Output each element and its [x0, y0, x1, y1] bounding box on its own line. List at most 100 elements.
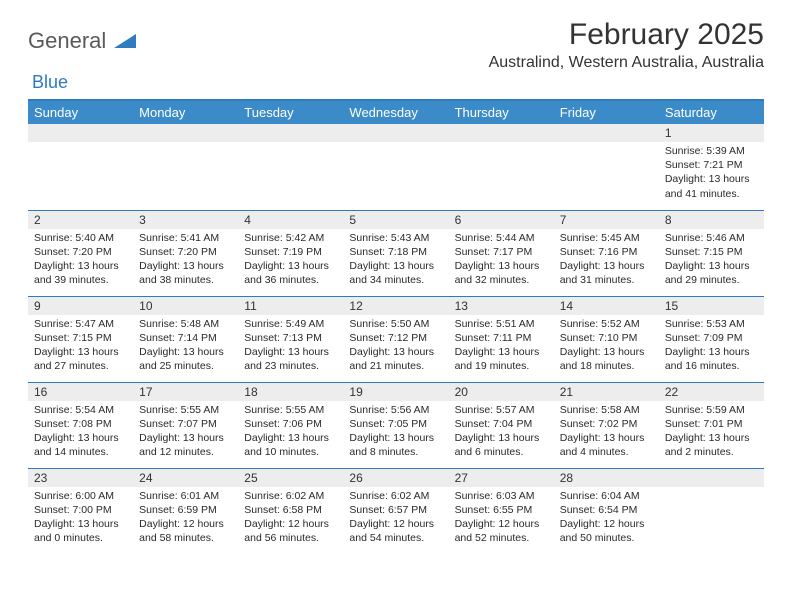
sunset-text: Sunset: 6:58 PM — [244, 503, 337, 517]
daylight-text: Daylight: 13 hours and 10 minutes. — [244, 431, 337, 459]
sunrise-text: Sunrise: 5:55 AM — [244, 403, 337, 417]
daylight-text: Daylight: 13 hours and 12 minutes. — [139, 431, 232, 459]
sunrise-text: Sunrise: 5:43 AM — [349, 231, 442, 245]
sunset-text: Sunset: 7:05 PM — [349, 417, 442, 431]
sunset-text: Sunset: 7:20 PM — [34, 245, 127, 259]
calendar-day-cell: 26Sunrise: 6:02 AMSunset: 6:57 PMDayligh… — [343, 468, 448, 554]
sunset-text: Sunset: 7:06 PM — [244, 417, 337, 431]
daylight-text: Daylight: 13 hours and 29 minutes. — [665, 259, 758, 287]
sunrise-text: Sunrise: 6:02 AM — [244, 489, 337, 503]
day-number: 12 — [343, 297, 448, 315]
daylight-text: Daylight: 13 hours and 25 minutes. — [139, 345, 232, 373]
day-number — [449, 124, 554, 142]
sunrise-text: Sunrise: 5:48 AM — [139, 317, 232, 331]
sunset-text: Sunset: 7:00 PM — [34, 503, 127, 517]
day-details — [133, 142, 238, 148]
day-details: Sunrise: 5:50 AMSunset: 7:12 PMDaylight:… — [343, 315, 448, 378]
day-details: Sunrise: 5:41 AMSunset: 7:20 PMDaylight:… — [133, 229, 238, 292]
calendar-week-row: 1Sunrise: 5:39 AMSunset: 7:21 PMDaylight… — [28, 124, 764, 210]
day-number: 23 — [28, 469, 133, 487]
weekday-header: Saturday — [659, 100, 764, 124]
calendar-day-cell — [554, 124, 659, 210]
sunset-text: Sunset: 6:57 PM — [349, 503, 442, 517]
day-details: Sunrise: 5:52 AMSunset: 7:10 PMDaylight:… — [554, 315, 659, 378]
calendar-day-cell: 14Sunrise: 5:52 AMSunset: 7:10 PMDayligh… — [554, 296, 659, 382]
sunset-text: Sunset: 7:18 PM — [349, 245, 442, 259]
calendar-day-cell: 24Sunrise: 6:01 AMSunset: 6:59 PMDayligh… — [133, 468, 238, 554]
sunset-text: Sunset: 7:09 PM — [665, 331, 758, 345]
day-details — [28, 142, 133, 148]
day-number: 3 — [133, 211, 238, 229]
sunrise-text: Sunrise: 5:49 AM — [244, 317, 337, 331]
calendar-page: General Blue February 2025 Australind, W… — [0, 0, 792, 572]
day-number: 1 — [659, 124, 764, 142]
calendar-day-cell: 15Sunrise: 5:53 AMSunset: 7:09 PMDayligh… — [659, 296, 764, 382]
day-details: Sunrise: 5:56 AMSunset: 7:05 PMDaylight:… — [343, 401, 448, 464]
sunset-text: Sunset: 6:54 PM — [560, 503, 653, 517]
day-details: Sunrise: 5:53 AMSunset: 7:09 PMDaylight:… — [659, 315, 764, 378]
calendar-day-cell: 19Sunrise: 5:56 AMSunset: 7:05 PMDayligh… — [343, 382, 448, 468]
day-number — [28, 124, 133, 142]
daylight-text: Daylight: 13 hours and 31 minutes. — [560, 259, 653, 287]
sunrise-text: Sunrise: 5:54 AM — [34, 403, 127, 417]
sunrise-text: Sunrise: 5:59 AM — [665, 403, 758, 417]
day-details: Sunrise: 5:45 AMSunset: 7:16 PMDaylight:… — [554, 229, 659, 292]
weekday-header: Wednesday — [343, 100, 448, 124]
day-number: 9 — [28, 297, 133, 315]
day-details: Sunrise: 5:43 AMSunset: 7:18 PMDaylight:… — [343, 229, 448, 292]
sunset-text: Sunset: 7:01 PM — [665, 417, 758, 431]
sunrise-text: Sunrise: 5:41 AM — [139, 231, 232, 245]
weekday-header-row: Sunday Monday Tuesday Wednesday Thursday… — [28, 100, 764, 124]
calendar-day-cell: 25Sunrise: 6:02 AMSunset: 6:58 PMDayligh… — [238, 468, 343, 554]
calendar-day-cell: 9Sunrise: 5:47 AMSunset: 7:15 PMDaylight… — [28, 296, 133, 382]
sunrise-text: Sunrise: 5:45 AM — [560, 231, 653, 245]
sunrise-text: Sunrise: 5:52 AM — [560, 317, 653, 331]
day-details: Sunrise: 5:42 AMSunset: 7:19 PMDaylight:… — [238, 229, 343, 292]
sunrise-text: Sunrise: 6:03 AM — [455, 489, 548, 503]
calendar-day-cell: 1Sunrise: 5:39 AMSunset: 7:21 PMDaylight… — [659, 124, 764, 210]
day-number: 17 — [133, 383, 238, 401]
day-number: 26 — [343, 469, 448, 487]
calendar-week-row: 23Sunrise: 6:00 AMSunset: 7:00 PMDayligh… — [28, 468, 764, 554]
sunset-text: Sunset: 7:04 PM — [455, 417, 548, 431]
calendar-day-cell: 16Sunrise: 5:54 AMSunset: 7:08 PMDayligh… — [28, 382, 133, 468]
day-details: Sunrise: 5:48 AMSunset: 7:14 PMDaylight:… — [133, 315, 238, 378]
day-number: 24 — [133, 469, 238, 487]
daylight-text: Daylight: 12 hours and 52 minutes. — [455, 517, 548, 545]
day-number — [554, 124, 659, 142]
calendar-week-row: 16Sunrise: 5:54 AMSunset: 7:08 PMDayligh… — [28, 382, 764, 468]
calendar-day-cell: 6Sunrise: 5:44 AMSunset: 7:17 PMDaylight… — [449, 210, 554, 296]
day-number: 11 — [238, 297, 343, 315]
sunrise-text: Sunrise: 6:04 AM — [560, 489, 653, 503]
daylight-text: Daylight: 13 hours and 23 minutes. — [244, 345, 337, 373]
calendar-day-cell: 5Sunrise: 5:43 AMSunset: 7:18 PMDaylight… — [343, 210, 448, 296]
daylight-text: Daylight: 12 hours and 56 minutes. — [244, 517, 337, 545]
calendar-day-cell — [449, 124, 554, 210]
day-number: 15 — [659, 297, 764, 315]
logo-triangle-icon — [114, 28, 136, 54]
calendar-day-cell: 20Sunrise: 5:57 AMSunset: 7:04 PMDayligh… — [449, 382, 554, 468]
day-number — [238, 124, 343, 142]
day-details: Sunrise: 5:49 AMSunset: 7:13 PMDaylight:… — [238, 315, 343, 378]
day-number: 4 — [238, 211, 343, 229]
daylight-text: Daylight: 13 hours and 2 minutes. — [665, 431, 758, 459]
sunset-text: Sunset: 7:14 PM — [139, 331, 232, 345]
daylight-text: Daylight: 12 hours and 58 minutes. — [139, 517, 232, 545]
month-title: February 2025 — [489, 18, 764, 52]
sunrise-text: Sunrise: 5:46 AM — [665, 231, 758, 245]
calendar-day-cell: 28Sunrise: 6:04 AMSunset: 6:54 PMDayligh… — [554, 468, 659, 554]
day-details — [659, 487, 764, 493]
day-details: Sunrise: 5:46 AMSunset: 7:15 PMDaylight:… — [659, 229, 764, 292]
calendar-day-cell: 4Sunrise: 5:42 AMSunset: 7:19 PMDaylight… — [238, 210, 343, 296]
day-details: Sunrise: 6:00 AMSunset: 7:00 PMDaylight:… — [28, 487, 133, 550]
sunset-text: Sunset: 7:07 PM — [139, 417, 232, 431]
sunrise-text: Sunrise: 5:44 AM — [455, 231, 548, 245]
day-number: 13 — [449, 297, 554, 315]
calendar-day-cell: 2Sunrise: 5:40 AMSunset: 7:20 PMDaylight… — [28, 210, 133, 296]
sunrise-text: Sunrise: 5:42 AM — [244, 231, 337, 245]
day-number: 5 — [343, 211, 448, 229]
day-number: 10 — [133, 297, 238, 315]
calendar-day-cell: 17Sunrise: 5:55 AMSunset: 7:07 PMDayligh… — [133, 382, 238, 468]
calendar-day-cell: 11Sunrise: 5:49 AMSunset: 7:13 PMDayligh… — [238, 296, 343, 382]
sunrise-text: Sunrise: 5:58 AM — [560, 403, 653, 417]
